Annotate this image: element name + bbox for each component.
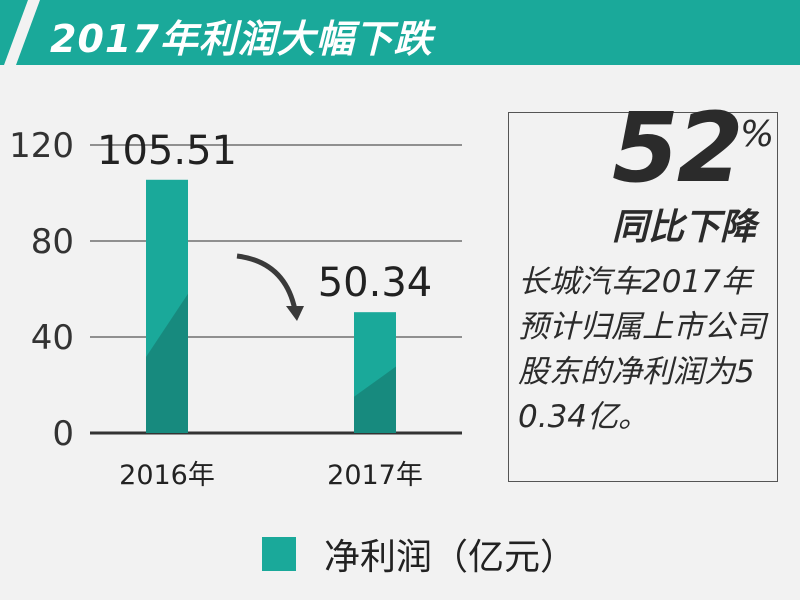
change-label: 同比下降 — [612, 207, 757, 248]
callout-box — [508, 112, 778, 482]
y-tick-label: 40 — [31, 318, 74, 358]
decrease-arrow-icon — [236, 253, 304, 321]
x-axis-ticks: 2016年 2017年 — [119, 460, 423, 491]
y-tick-label: 120 — [9, 126, 74, 166]
y-tick-label: 80 — [31, 222, 74, 262]
legend-swatch — [262, 537, 296, 571]
y-axis-ticks: 0 40 80 120 — [9, 126, 74, 454]
bars — [146, 179, 396, 433]
callout-description: 长城汽车2017年预计归属上市公司股东的净利润为50.34亿。 — [518, 264, 766, 435]
percent-sign: % — [740, 114, 775, 155]
legend-label: 净利润（亿元） — [324, 537, 577, 578]
bar-shade — [146, 293, 188, 433]
bar-1 — [146, 179, 188, 433]
y-tick-label: 0 — [52, 414, 74, 454]
data-label: 105.51 — [97, 128, 237, 174]
x-tick-label: 2017年 — [327, 460, 423, 491]
data-label: 50.34 — [318, 260, 433, 306]
page-title: 2017年利润大幅下跌 — [50, 17, 433, 61]
x-tick-label: 2016年 — [119, 460, 215, 491]
percent-change-value: 52 — [612, 92, 744, 204]
banner-background — [0, 0, 800, 65]
legend: 净利润（亿元） — [262, 532, 576, 578]
bar-2 — [354, 312, 396, 433]
title-banner: 2017年利润大幅下跌 — [0, 0, 800, 65]
data-labels: 105.51 50.34 — [97, 128, 432, 306]
bar-shade — [354, 366, 396, 433]
